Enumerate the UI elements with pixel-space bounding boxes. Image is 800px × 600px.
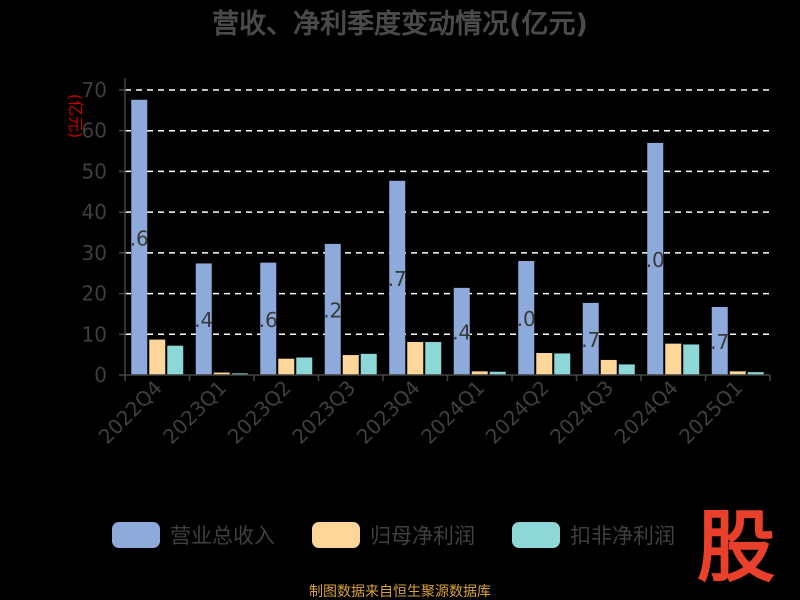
legend[interactable]: 营业总收入 归母净利润 扣非净利润	[112, 522, 675, 548]
legend-item[interactable]: 营业总收入	[112, 522, 275, 548]
bar-deducted-profit[interactable]	[554, 353, 571, 375]
bar-net-profit[interactable]	[729, 371, 746, 375]
bar-value-label: .6	[259, 308, 278, 332]
bar-revenue[interactable]	[195, 263, 212, 375]
bar-revenue[interactable]	[647, 142, 664, 375]
bar-deducted-profit[interactable]	[360, 353, 377, 375]
bar-deducted-profit[interactable]	[167, 345, 184, 375]
bar-deducted-profit[interactable]	[489, 371, 506, 375]
bars	[131, 99, 764, 376]
bar-revenue[interactable]	[389, 180, 406, 375]
bar-revenue[interactable]	[131, 99, 148, 376]
bar-value-label: .2	[323, 298, 342, 322]
bar-net-profit[interactable]	[278, 358, 295, 375]
bar-net-profit[interactable]	[149, 339, 166, 375]
y-tick-label: 10	[82, 322, 107, 346]
bar-revenue[interactable]	[260, 262, 277, 375]
bar-net-profit[interactable]	[213, 372, 230, 375]
y-tick-label: 40	[82, 200, 107, 224]
legend-label: 扣非净利润	[570, 524, 675, 548]
y-axis-label: (亿元)	[66, 94, 85, 139]
bar-deducted-profit[interactable]	[618, 364, 635, 375]
bar-net-profit[interactable]	[471, 371, 488, 375]
x-tick-labels: 2022Q42023Q12023Q22023Q32023Q42024Q12024…	[94, 376, 748, 449]
x-tick-label: 2023Q4	[352, 376, 425, 449]
bar-value-label: .4	[452, 320, 471, 344]
x-tick-label: 2024Q2	[481, 376, 554, 449]
bar-deducted-profit[interactable]	[296, 357, 313, 375]
x-tick-label: 2025Q1	[674, 376, 747, 449]
y-tick-labels: 0 10 20 30 40 50 60 70	[82, 78, 107, 387]
legend-item[interactable]: 归母净利润	[312, 522, 475, 548]
bar-revenue[interactable]	[711, 307, 728, 375]
bar-value-label: .7	[710, 330, 729, 354]
bar-value-label: .7	[388, 267, 407, 291]
gridlines	[125, 89, 770, 336]
bar-deducted-profit[interactable]	[231, 373, 248, 375]
x-tick-label: 2024Q1	[416, 376, 489, 449]
bar-revenue[interactable]	[518, 261, 535, 375]
bar-net-profit[interactable]	[600, 359, 617, 375]
x-tick-label: 2023Q2	[223, 376, 296, 449]
bar-value-label: .0	[517, 307, 536, 331]
bar-net-profit[interactable]	[665, 343, 682, 375]
chart-title: 营收、净利季度变动情况(亿元)	[212, 8, 588, 40]
legend-label: 归母净利润	[370, 524, 475, 548]
bar-value-label: .7	[581, 328, 600, 352]
bar-revenue[interactable]	[453, 287, 470, 375]
x-tick-label: 2024Q4	[610, 376, 683, 449]
y-tick-label: 0	[94, 363, 107, 387]
legend-swatch	[512, 522, 560, 548]
bar-value-label: .4	[194, 308, 213, 332]
x-tick-label: 2023Q3	[287, 376, 360, 449]
bar-value-label: .6	[130, 226, 149, 250]
legend-item[interactable]: 扣非净利润	[512, 522, 675, 548]
legend-swatch	[312, 522, 360, 548]
bar-net-profit[interactable]	[342, 355, 359, 375]
data-source-note: 制图数据来自恒生聚源数据库	[309, 584, 491, 600]
x-tick-label: 2024Q3	[545, 376, 618, 449]
bar-net-profit[interactable]	[407, 342, 424, 375]
legend-swatch	[112, 522, 160, 548]
bar-deducted-profit[interactable]	[747, 372, 764, 375]
y-tick-label: 60	[82, 119, 107, 143]
y-tick-label: 20	[82, 282, 107, 306]
y-tick-label: 30	[82, 241, 107, 265]
bar-revenue[interactable]	[324, 243, 341, 375]
bar-deducted-profit[interactable]	[683, 344, 700, 375]
axes	[119, 78, 771, 381]
stock-logo: 股	[697, 503, 775, 593]
bar-deducted-profit[interactable]	[425, 342, 442, 375]
bar-labels: .6 .4 .6 .2 .7 .4 .0 .7 .0 .7	[130, 226, 730, 354]
bar-net-profit[interactable]	[536, 353, 553, 375]
x-tick-label: 2023Q1	[158, 376, 231, 449]
y-tick-label: 70	[82, 78, 107, 102]
legend-label: 营业总收入	[170, 524, 275, 548]
y-tick-label: 50	[82, 159, 107, 183]
bar-value-label: .0	[646, 248, 665, 272]
bar-revenue[interactable]	[582, 302, 599, 375]
